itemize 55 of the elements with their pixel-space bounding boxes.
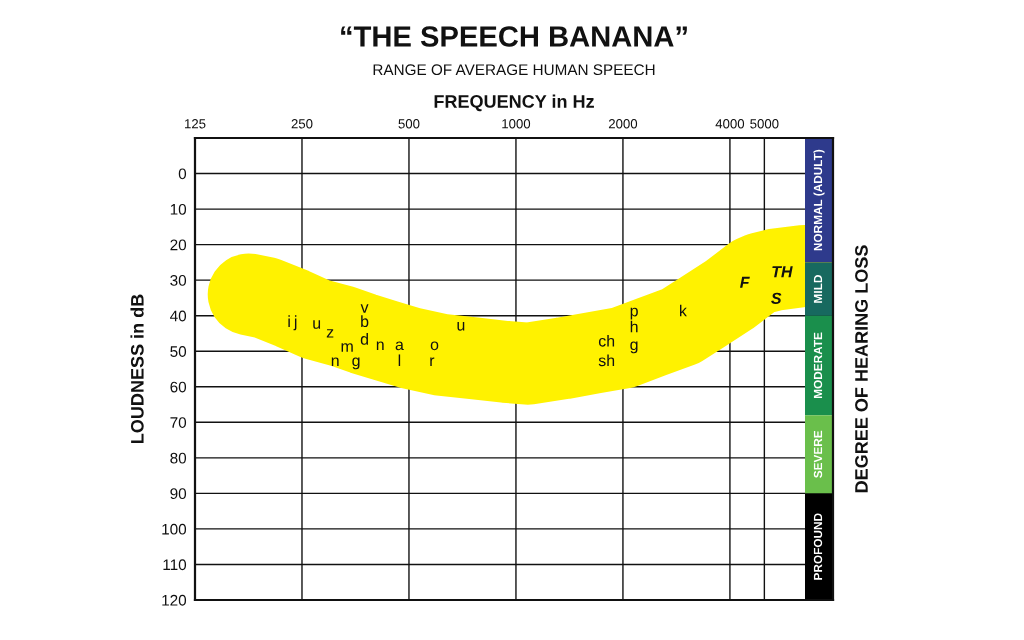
- x-tick-label: 500: [398, 119, 420, 129]
- y-tick-label: 70: [170, 417, 187, 428]
- chart-title: “THE SPEECH BANANA”: [341, 26, 687, 47]
- band-label: NORMAL (ADULT): [813, 149, 825, 251]
- annotation: k: [680, 304, 687, 317]
- y-tick-label: 20: [170, 239, 187, 251]
- annotation: b: [361, 315, 369, 328]
- y-tick-label: 100: [162, 523, 187, 535]
- annotation: r: [430, 357, 435, 367]
- y-axis-title: LOUDNESS in dB: [130, 294, 144, 444]
- y-tick-label: 90: [170, 488, 187, 500]
- annotation: g: [630, 341, 638, 354]
- y-tick-label: 80: [170, 452, 187, 464]
- annotation: S: [771, 292, 782, 304]
- annotation: o: [430, 341, 439, 351]
- chart-subtitle: RANGE OF AVERAGE HUMAN SPEECH: [373, 64, 655, 76]
- y-tick-label: 10: [170, 203, 187, 215]
- annotation: n: [331, 357, 339, 367]
- annotation: z: [326, 329, 334, 338]
- annotation: F: [740, 276, 750, 288]
- annotation: d: [360, 333, 368, 345]
- y-tick-label: 40: [170, 310, 187, 322]
- annotation: u: [313, 320, 321, 329]
- y2-axis-title: DEGREE OF HEARING LOSS: [855, 245, 868, 493]
- x-tick-label: 250: [291, 119, 313, 129]
- x-tick-label: 2000: [608, 119, 638, 129]
- annotation: a: [395, 341, 404, 351]
- y-tick-label: 60: [170, 381, 187, 393]
- x-axis-title: FREQUENCY in Hz: [434, 94, 594, 112]
- band-label: MODERATE: [813, 332, 823, 398]
- annotation: n: [376, 341, 384, 351]
- annotation: g: [352, 357, 360, 370]
- annotation: m: [341, 343, 353, 352]
- y-tick-label: 120: [162, 594, 187, 606]
- annotation: ch: [598, 334, 615, 347]
- x-tick-label: 125: [185, 119, 206, 129]
- band-label: SEVERE: [813, 430, 823, 478]
- x-tick-label: 1000: [502, 119, 531, 129]
- annotation: u: [457, 322, 465, 331]
- annotation: l: [398, 354, 401, 367]
- annotation: v: [360, 304, 369, 313]
- annotation: TH: [772, 266, 793, 278]
- y-tick-label: 110: [163, 559, 187, 571]
- x-tick-label: 4000: [715, 119, 745, 129]
- annotation: j: [293, 315, 297, 331]
- annotation: h: [630, 320, 638, 333]
- band-label: PROFOUND: [813, 513, 823, 580]
- annotation: sh: [598, 354, 615, 367]
- y-tick-label: 0: [178, 168, 187, 180]
- annotation: i: [288, 315, 290, 327]
- y-tick-label: 50: [170, 346, 187, 357]
- y-tick-label: 30: [170, 275, 187, 286]
- annotation: p: [630, 307, 638, 320]
- x-tick-label: 5000: [750, 119, 779, 129]
- band-label: MILD: [813, 275, 823, 303]
